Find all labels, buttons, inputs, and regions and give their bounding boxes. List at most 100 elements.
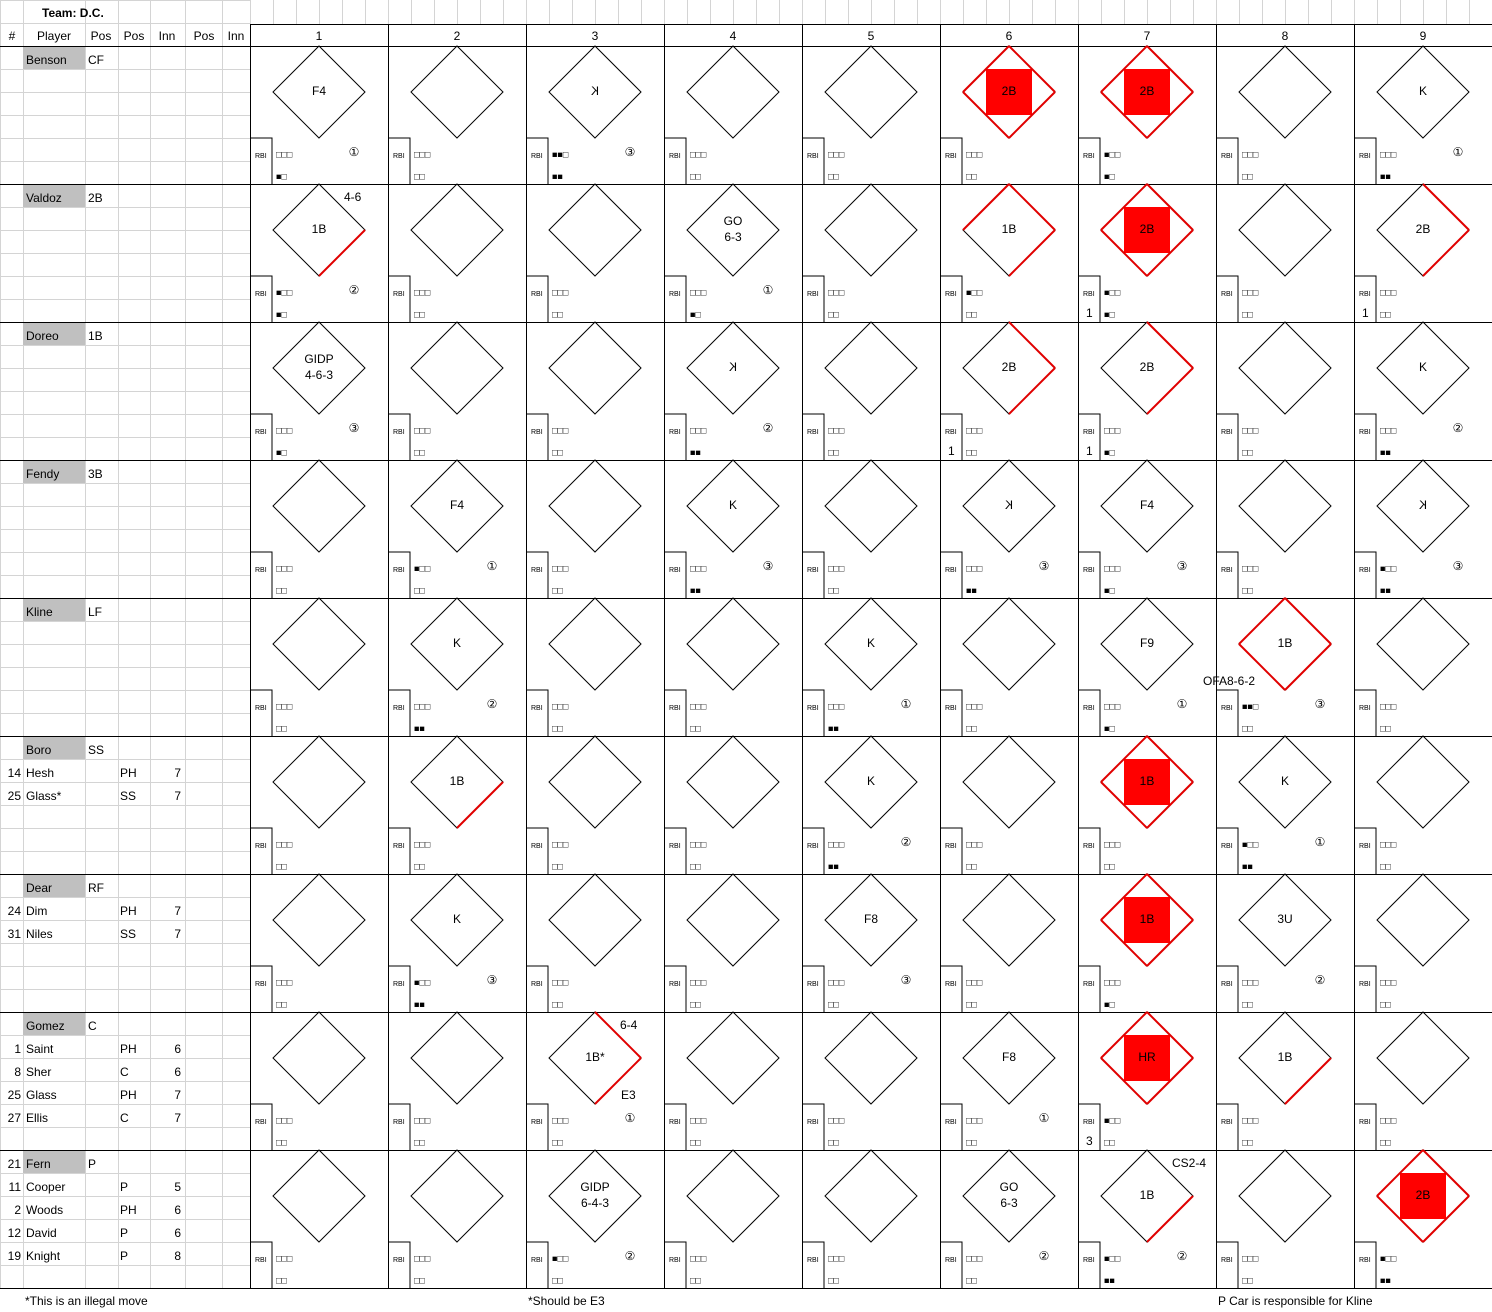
rbi-box <box>941 137 963 184</box>
result: 2B <box>1140 360 1155 374</box>
name-cell <box>23 461 85 483</box>
strikes: ■■ <box>966 585 977 595</box>
rbi-box <box>1355 137 1377 184</box>
rbi-box <box>665 965 687 1012</box>
balls: □□□ <box>1104 701 1121 711</box>
base-path <box>1100 781 1148 829</box>
strikes: □□ <box>276 585 287 595</box>
balls: □□□ <box>1242 1115 1259 1125</box>
rbi-label: RBI <box>945 291 957 298</box>
result: 2B <box>1002 360 1017 374</box>
diamond <box>272 459 366 553</box>
rbi-box <box>251 1241 273 1288</box>
balls: □□□ <box>1380 287 1397 297</box>
balls: ■■□ <box>1242 701 1259 711</box>
strikes: □□ <box>1380 723 1391 733</box>
base-path <box>1008 321 1056 369</box>
name-cell <box>23 47 85 69</box>
result: GO <box>1000 1180 1019 1194</box>
result: F4 <box>312 84 326 98</box>
run-scored <box>1124 759 1170 805</box>
diamond <box>962 1011 1056 1105</box>
base-path <box>1146 91 1194 139</box>
strikes: □□ <box>552 723 563 733</box>
rbi-box <box>1355 551 1377 598</box>
rbi-label: RBI <box>393 429 405 436</box>
strikes: □□ <box>828 171 839 181</box>
balls: □□□ <box>414 1115 431 1125</box>
rbi-label: RBI <box>1083 1119 1095 1126</box>
diamond <box>1238 459 1332 553</box>
sub-inn: 7 <box>174 1088 181 1102</box>
balls: □□□ <box>966 563 983 573</box>
rbi-label: RBI <box>255 705 267 712</box>
balls: □□□ <box>690 563 707 573</box>
balls: □□□ <box>966 425 983 435</box>
rbi-label: RBI <box>807 1119 819 1126</box>
rbi-box <box>1355 689 1377 736</box>
rbi-box <box>389 965 411 1012</box>
base-path <box>962 45 1010 93</box>
base-path <box>1422 183 1470 231</box>
rbi-box <box>1217 1241 1239 1288</box>
balls: □□□ <box>828 149 845 159</box>
balls: □□□ <box>1242 977 1259 987</box>
rbi-box <box>1079 965 1101 1012</box>
diamond <box>1376 45 1470 139</box>
rbi-label: RBI <box>669 291 681 298</box>
diamond <box>686 459 780 553</box>
diamond <box>686 45 780 139</box>
sub-pos: P <box>120 1180 128 1194</box>
strikes: □□ <box>552 999 563 1009</box>
balls: □□□ <box>276 1253 293 1263</box>
result: 1B <box>1140 774 1155 788</box>
rbi-label: RBI <box>1359 429 1371 436</box>
rbi-label: RBI <box>393 1119 405 1126</box>
balls: □□□ <box>1380 1115 1397 1125</box>
rbi-box <box>1355 827 1377 874</box>
rbi-box <box>665 1241 687 1288</box>
balls: □□□ <box>414 287 431 297</box>
base-path <box>1146 229 1194 277</box>
out-number: ③ <box>1453 559 1464 573</box>
base-path <box>594 1057 642 1105</box>
strikes: □□ <box>552 447 563 457</box>
name-cell <box>23 1013 85 1035</box>
sub-pos: P <box>120 1249 128 1263</box>
diamond <box>410 459 504 553</box>
diamond <box>962 597 1056 691</box>
column-header: Pos <box>124 29 145 43</box>
result: 2B <box>1140 222 1155 236</box>
rbi-box <box>389 413 411 460</box>
sub-name: Glass* <box>26 789 62 803</box>
diamond <box>1376 873 1470 967</box>
strikes: ■■ <box>1380 1275 1391 1285</box>
diamond <box>1238 873 1332 967</box>
strikes: □□ <box>1380 309 1391 319</box>
name-cell <box>23 737 85 759</box>
out-number: ① <box>1039 1111 1050 1125</box>
rbi-label: RBI <box>945 843 957 850</box>
rbi-box <box>803 1103 825 1150</box>
result: K <box>867 636 875 650</box>
player-pos: 2B <box>88 191 103 205</box>
base-path <box>456 781 504 829</box>
rbi-label: RBI <box>393 1257 405 1264</box>
run-scored <box>1124 207 1170 253</box>
player-name: Boro <box>26 743 52 757</box>
base-path <box>1422 229 1470 277</box>
balls: □□□ <box>1242 287 1259 297</box>
rbi-box <box>803 689 825 736</box>
balls: □□□ <box>552 563 569 573</box>
rbi-label: RBI <box>531 153 543 160</box>
balls: ■□□ <box>414 563 431 573</box>
base-path <box>594 1011 642 1059</box>
strikes: ■■ <box>828 861 839 871</box>
sub-pos: SS <box>120 927 136 941</box>
out-number: ② <box>487 697 498 711</box>
out-number: ① <box>487 559 498 573</box>
balls: □□□ <box>966 701 983 711</box>
strikes: □□ <box>1242 1275 1253 1285</box>
sub-pos: PH <box>120 1203 137 1217</box>
balls: ■□□ <box>1104 287 1121 297</box>
